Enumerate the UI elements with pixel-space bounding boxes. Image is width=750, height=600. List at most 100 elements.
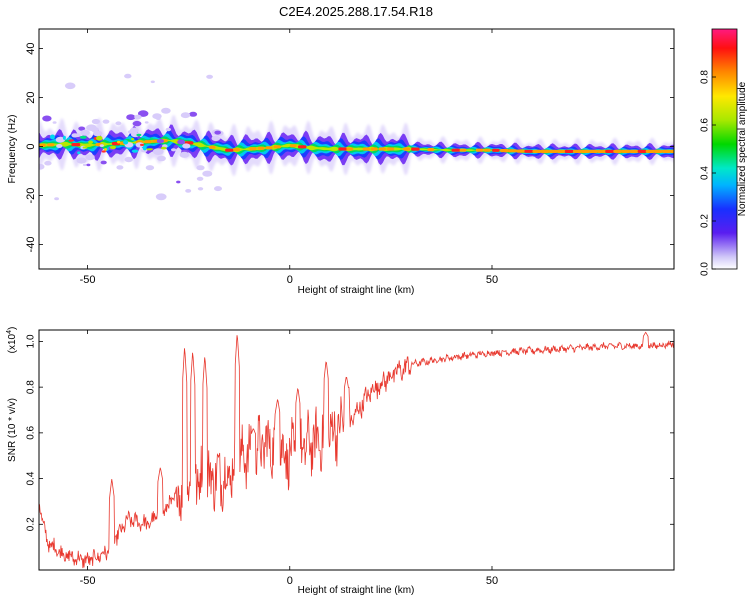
spectrogram-peak-cell	[661, 149, 671, 153]
spectrogram-noise-blob	[86, 124, 97, 131]
snr-x-tick-label: 0	[287, 575, 293, 587]
spectrogram-noise-blob	[202, 170, 213, 177]
spectrogram-x-ticks: -50 0 50	[80, 29, 498, 286]
spectrogram-peak-cell	[411, 147, 420, 151]
spectrogram-peak-cell	[225, 148, 234, 152]
spectrogram-noise-blob	[100, 160, 107, 165]
spectrogram-peak-cell	[613, 149, 623, 153]
spectrogram-peak-cell	[564, 149, 574, 153]
spectrogram-hot-blob	[117, 140, 121, 144]
snr-x-label: Height of straight line (km)	[298, 585, 415, 596]
spectrogram-noise-blob	[196, 165, 205, 171]
colorbar-tick-label: 0.6	[700, 118, 711, 132]
spectrogram-noise-blob	[177, 139, 186, 145]
spectrogram-hot-blob	[77, 151, 81, 155]
colorbar-gradient	[712, 29, 737, 269]
snr-panel: -50 0 50 0.2 0.4 0.6 0.8 1.0 Height of straigh…	[6, 327, 675, 596]
spectrogram-peak-cell	[483, 148, 491, 152]
colorbar-tick-label: 0.0	[700, 262, 711, 276]
spectrogram-noise-blob	[126, 114, 136, 121]
spectrogram-peak-cell	[508, 149, 518, 153]
snr-y-ticks: 0.2 0.4 0.6 0.8 1.0	[26, 334, 674, 531]
snr-multiplier: (x104)	[6, 327, 18, 354]
spectrogram-peak-cell	[492, 148, 500, 152]
spectrogram-noise-blob	[44, 160, 52, 166]
spectrogram-hot-blob	[101, 150, 106, 153]
spectrogram-noise-blob	[176, 180, 181, 184]
spectrogram-noise-blob	[211, 135, 221, 142]
spectrogram-peak-cell	[386, 147, 395, 151]
spectrogram-peak-cell	[475, 148, 484, 152]
spectrogram-noise-blob	[182, 143, 191, 149]
spectrogram-noise-blob	[54, 197, 59, 201]
snr-y-tick-label: 0.8	[26, 380, 37, 394]
spectrogram-noise-blob	[71, 133, 79, 138]
spectrogram-peak-cell	[39, 143, 46, 147]
spectrogram-peak-cell	[597, 149, 607, 153]
snr-plot-area	[39, 330, 674, 570]
spectrogram-hot-blob	[149, 137, 154, 140]
spectrogram-peak-cell	[524, 149, 534, 153]
spectrogram-peak-cell	[629, 149, 639, 153]
spectrogram-hot-blob	[96, 135, 103, 141]
spectrogram-noise-blob	[52, 121, 57, 124]
colorbar-ticks: 0.0 0.2 0.4 0.6 0.8	[700, 70, 716, 276]
spectrogram-noise-blob	[152, 113, 162, 120]
spectrogram-peak-cell	[572, 149, 582, 153]
spectrogram-frame	[38, 28, 675, 270]
spectrogram-noise-blob	[157, 155, 166, 162]
spectrogram-hot-blob	[131, 149, 139, 153]
spectrogram-noise-blob	[150, 80, 155, 84]
spectrogram-hot-blob	[104, 148, 107, 151]
spectrogram-noise-blob	[115, 121, 122, 126]
spectrogram-noise-blob	[124, 73, 132, 79]
spectrogram-peak-cell	[297, 145, 307, 149]
spectrogram-peak-cell	[532, 149, 542, 153]
spectrogram-noise-blob	[80, 129, 90, 136]
spectrogram-x-tick-label: -50	[80, 274, 96, 286]
spectrogram-y-tick-label: -40	[25, 237, 37, 253]
spectrogram-noise-blob	[64, 82, 76, 90]
spectrogram-y-label: Frequency (Hz)	[7, 115, 18, 184]
spectrogram-noise-blob	[179, 151, 190, 158]
snr-x-tick-label: -50	[80, 575, 96, 587]
spectrogram-noise-blob	[116, 165, 124, 170]
spectrogram-y-tick-label: 0	[25, 143, 37, 149]
spectrogram-peak-cell	[427, 148, 435, 152]
spectrogram-peak-cell	[637, 149, 647, 153]
spectrogram-noise-blob	[165, 127, 171, 132]
snr-series-line	[39, 331, 674, 569]
spectrogram-noise-blob	[144, 121, 149, 124]
spectrogram-peak-cell	[670, 149, 674, 153]
spectrogram-hot-blob	[82, 146, 88, 149]
colorbar-tick-label: 0.2	[700, 214, 711, 228]
spectrogram-noise-blob	[145, 165, 155, 171]
spectrogram-peak-cell	[265, 146, 273, 150]
colorbar-label: Normalized spectral amplitude	[737, 81, 748, 216]
spectrogram-y-tick-label: 40	[25, 42, 37, 54]
spectrogram-peak-cell	[289, 144, 297, 148]
snr-y-tick-label: 0.2	[26, 517, 37, 531]
spectrogram-hot-blob	[123, 140, 129, 145]
spectrogram-x-tick-label: 50	[486, 274, 498, 286]
spectrogram-hot-blob	[142, 145, 147, 151]
snr-y-label: SNR (10 * v/v)	[7, 398, 18, 462]
spectrogram-noise-blob	[78, 126, 86, 131]
spectrogram-noise-blob	[39, 163, 45, 170]
spectrogram-y-tick-label: 20	[25, 91, 37, 103]
spectrogram-hot-blob	[131, 137, 135, 141]
spectrogram-noise-blob	[42, 115, 52, 122]
spectrogram-noise-blob	[85, 154, 95, 161]
figure-title: C2E4.2025.288.17.54.R18	[279, 4, 433, 19]
spectrogram-noise-blob	[135, 142, 145, 148]
spectrogram-hot-blob	[140, 143, 145, 146]
snr-multiplier-exponent: 4	[6, 330, 13, 334]
spectrogram-peak-cell	[500, 149, 509, 153]
colorbar: 0.0 0.2 0.4 0.6 0.8 Normalized spectral ampl…	[700, 28, 748, 276]
spectrogram-peak-cell	[273, 145, 281, 149]
spectrogram-y-ticks: -40 -20 0 20 40	[25, 42, 674, 252]
snr-x-ticks: -50 0 50	[80, 330, 498, 587]
spectrogram-peak-cell	[257, 146, 265, 150]
spectrogram-peak-cell	[516, 149, 526, 153]
